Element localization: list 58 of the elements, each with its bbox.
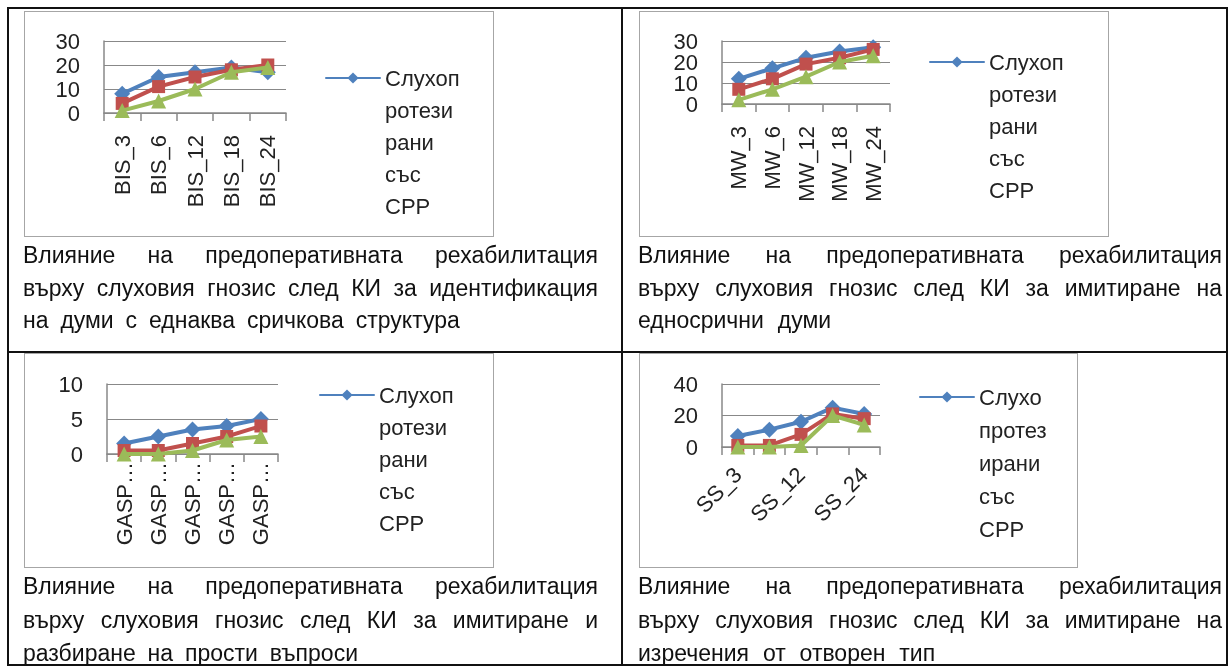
point (865, 48, 881, 64)
point (832, 54, 848, 70)
point (761, 421, 778, 438)
point (732, 82, 746, 96)
y-tick-label: 0 (67, 100, 80, 126)
text: Влияние на предоперативната рехабилитация върху слуховия гнозис след КИ за имитиране и разбиране на прости въпроси (23, 572, 598, 666)
x-tick-label: MW_18 (827, 126, 853, 202)
point (731, 92, 747, 108)
legend-label: Слухопротезирани със СРР (379, 382, 454, 536)
point (793, 437, 809, 453)
x-tick-label: MW_12 (793, 126, 819, 202)
x-tick-label: MW_3 (726, 126, 752, 190)
y-tick-label: 40 (673, 371, 698, 397)
text: Влияние на предоперативната рехабилитация върху слуховия гнозис след КИ за имитиране на изречения от отворен тип (638, 572, 1222, 666)
text: Влияние на предоперативната рехабилитация върху слуховия гнозис след КИ за идентификация на думи с еднаква сричкова структура (23, 241, 598, 335)
point (764, 81, 780, 97)
point (799, 57, 813, 71)
x-tick-label: GASP… (145, 462, 171, 546)
y-tick-label: 10 (55, 76, 80, 102)
legend-label: Слухопротезирани със СРР (979, 384, 1047, 542)
x-tick-label: BIS_6 (146, 135, 172, 195)
x-tick-label: MW_24 (860, 126, 886, 202)
point (188, 70, 202, 84)
y-tick-label: 30 (55, 28, 80, 54)
point (184, 421, 201, 438)
x-tick-label: GASP… (248, 462, 274, 546)
point (150, 446, 166, 462)
x-tick-label: MW_6 (759, 126, 785, 190)
point (765, 72, 779, 86)
point (254, 419, 268, 433)
point (116, 446, 132, 462)
y-tick-label: 20 (673, 403, 698, 428)
y-tick-label: 5 (70, 406, 83, 432)
point (798, 69, 814, 85)
legend-label: Слухопротезирани със СРР (385, 65, 460, 219)
y-tick-label: 0 (685, 434, 698, 460)
y-tick-label: 20 (55, 52, 80, 78)
x-tick-label: BIS_18 (218, 135, 244, 208)
point (151, 93, 167, 109)
text: Влияние на предоперативната рехабилитация върху слуховия гнозис след КИ за имитиране на едносрични думи (638, 241, 1222, 335)
point (152, 80, 166, 94)
y-tick-label: 10 (58, 371, 83, 397)
point (253, 429, 269, 444)
point (114, 103, 130, 119)
point (856, 417, 872, 433)
x-tick-label: GASP… (214, 462, 240, 546)
point (185, 443, 200, 458)
x-tick-label: GASP… (111, 462, 137, 546)
point (219, 432, 235, 448)
x-tick-label: BIS_24 (255, 135, 281, 208)
x-tick-label: GASP… (180, 462, 205, 546)
y-tick-label: 0 (70, 441, 83, 467)
x-tick-label: BIS_3 (109, 135, 135, 195)
point (187, 81, 203, 97)
x-tick-label: BIS_12 (182, 135, 208, 208)
legend-label: Слухопротезирани със СРР (989, 49, 1064, 203)
point (150, 428, 167, 445)
point (793, 413, 809, 430)
